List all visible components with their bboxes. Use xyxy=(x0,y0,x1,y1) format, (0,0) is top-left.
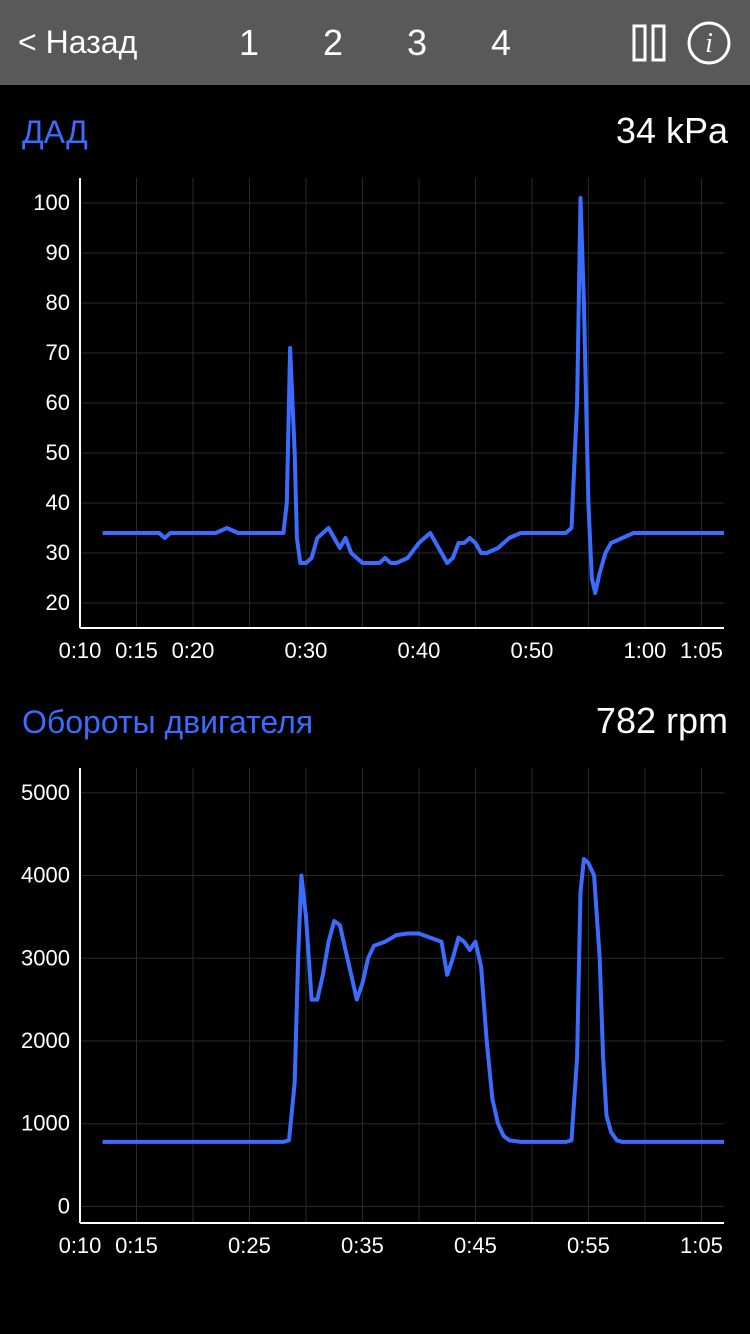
svg-text:70: 70 xyxy=(46,340,70,365)
tab-1[interactable]: 1 xyxy=(229,18,269,68)
svg-text:0: 0 xyxy=(58,1193,70,1218)
svg-text:i: i xyxy=(705,28,713,59)
svg-text:0:50: 0:50 xyxy=(511,638,554,663)
svg-text:0:55: 0:55 xyxy=(567,1233,610,1258)
svg-text:4000: 4000 xyxy=(21,863,70,888)
svg-text:0:15: 0:15 xyxy=(115,1233,158,1258)
svg-text:5000: 5000 xyxy=(21,780,70,805)
svg-text:90: 90 xyxy=(46,240,70,265)
chart-1-title: ДАД xyxy=(22,114,88,151)
svg-text:1000: 1000 xyxy=(21,1111,70,1136)
svg-text:0:10: 0:10 xyxy=(59,638,102,663)
chart-2-value: 782 rpm xyxy=(596,700,728,742)
svg-text:30: 30 xyxy=(46,540,70,565)
svg-text:50: 50 xyxy=(46,440,70,465)
svg-text:0:45: 0:45 xyxy=(454,1233,497,1258)
chart-1-header: ДАД 34 kPa xyxy=(18,110,732,170)
chart-2-title: Обороты двигателя xyxy=(22,704,313,741)
svg-text:20: 20 xyxy=(46,590,70,615)
svg-text:1:05: 1:05 xyxy=(680,1233,723,1258)
svg-text:0:35: 0:35 xyxy=(341,1233,384,1258)
tab-3[interactable]: 3 xyxy=(397,18,437,68)
svg-text:2000: 2000 xyxy=(21,1028,70,1053)
svg-text:0:30: 0:30 xyxy=(285,638,328,663)
svg-text:100: 100 xyxy=(33,190,70,215)
chart-2-header: Обороты двигателя 782 rpm xyxy=(18,700,732,760)
svg-text:60: 60 xyxy=(46,390,70,415)
back-button[interactable]: < Назад xyxy=(18,24,137,61)
svg-text:0:10: 0:10 xyxy=(59,1233,102,1258)
chart-2-section: Обороты двигателя 782 rpm 0 1000 2000 3000 4… xyxy=(0,670,750,1265)
header-icons: i xyxy=(630,20,732,66)
svg-text:0:15: 0:15 xyxy=(115,638,158,663)
chart-1[interactable]: 20 30 40 50 60 70 80 90 100 0:10 0:15 0:20 0:30 0:40 0… xyxy=(18,170,732,670)
tab-row: 1 2 3 4 xyxy=(229,18,521,68)
chart-1-value: 34 kPa xyxy=(616,110,728,152)
svg-text:1:05: 1:05 xyxy=(680,638,723,663)
tab-4[interactable]: 4 xyxy=(481,18,521,68)
svg-text:0:25: 0:25 xyxy=(228,1233,271,1258)
info-icon[interactable]: i xyxy=(686,20,732,66)
svg-text:80: 80 xyxy=(46,290,70,315)
tab-2[interactable]: 2 xyxy=(313,18,353,68)
svg-text:3000: 3000 xyxy=(21,945,70,970)
chart-1-section: ДАД 34 kPa 20 30 40 50 60 70 80 90 100 0:10 0:15 0:… xyxy=(0,85,750,670)
svg-text:0:20: 0:20 xyxy=(172,638,215,663)
svg-text:0:40: 0:40 xyxy=(398,638,441,663)
chart-2[interactable]: 0 1000 2000 3000 4000 5000 0:10 0:15 0:25 0:35 0:4… xyxy=(18,760,732,1265)
pause-icon[interactable] xyxy=(630,22,668,64)
header-bar: < Назад 1 2 3 4 i xyxy=(0,0,750,85)
svg-text:1:00: 1:00 xyxy=(623,638,666,663)
svg-text:40: 40 xyxy=(46,490,70,515)
